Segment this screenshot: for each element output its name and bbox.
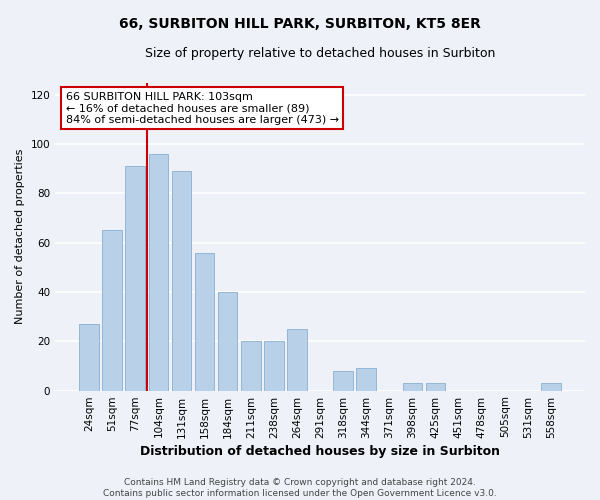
Title: Size of property relative to detached houses in Surbiton: Size of property relative to detached ho… <box>145 48 495 60</box>
Bar <box>195 252 214 390</box>
Bar <box>264 342 284 390</box>
Y-axis label: Number of detached properties: Number of detached properties <box>15 149 25 324</box>
Bar <box>426 383 445 390</box>
Bar <box>218 292 238 390</box>
Bar <box>149 154 168 390</box>
Bar <box>103 230 122 390</box>
Bar <box>334 371 353 390</box>
X-axis label: Distribution of detached houses by size in Surbiton: Distribution of detached houses by size … <box>140 444 500 458</box>
Bar <box>172 171 191 390</box>
Bar <box>287 329 307 390</box>
Bar <box>356 368 376 390</box>
Text: Contains HM Land Registry data © Crown copyright and database right 2024.
Contai: Contains HM Land Registry data © Crown c… <box>103 478 497 498</box>
Text: 66 SURBITON HILL PARK: 103sqm
← 16% of detached houses are smaller (89)
84% of s: 66 SURBITON HILL PARK: 103sqm ← 16% of d… <box>66 92 339 125</box>
Bar <box>125 166 145 390</box>
Text: 66, SURBITON HILL PARK, SURBITON, KT5 8ER: 66, SURBITON HILL PARK, SURBITON, KT5 8E… <box>119 18 481 32</box>
Bar <box>541 383 561 390</box>
Bar <box>79 324 99 390</box>
Bar <box>241 342 260 390</box>
Bar <box>403 383 422 390</box>
